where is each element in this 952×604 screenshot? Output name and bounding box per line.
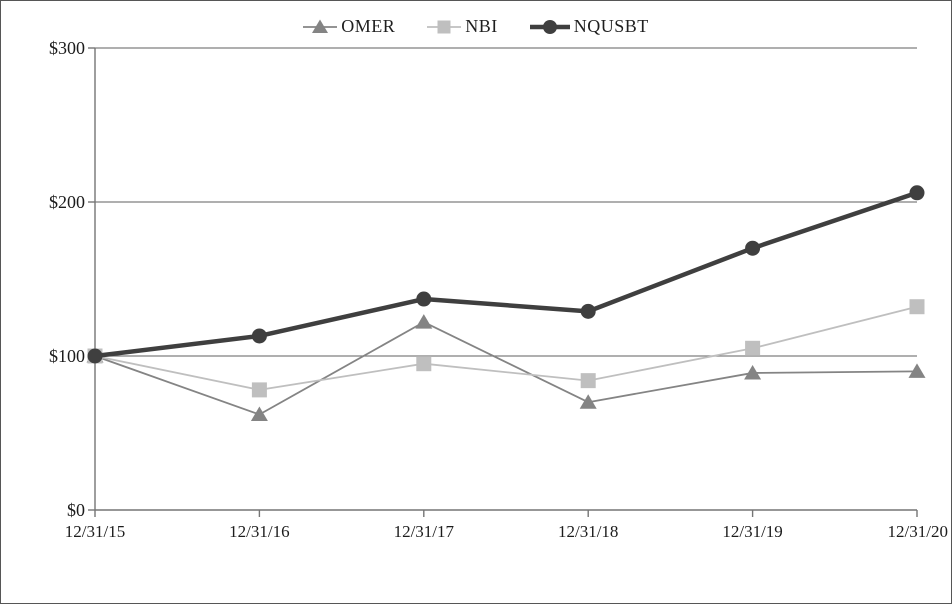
legend-item-nqusbt: NQUSBT	[529, 16, 649, 37]
omer-triangle-marker-icon	[303, 18, 338, 36]
series-omer-point-2	[415, 314, 433, 329]
series-nbi-point-4	[745, 340, 761, 356]
series-omer-point-4	[744, 364, 762, 380]
series-omer-point-5	[908, 363, 926, 378]
legend-label-nbi: NBI	[465, 16, 498, 36]
series-nbi-point-1	[251, 382, 267, 398]
legend-label-omer: OMER	[341, 16, 396, 36]
series-omer-point-3	[579, 394, 597, 409]
series-nqusbt-point-5	[909, 185, 925, 201]
x-tick-label-1: 12/31/16	[229, 522, 289, 541]
series-nqusbt-point-4	[745, 240, 761, 256]
series-nqusbt-point-2	[416, 291, 432, 307]
y-tick-label-200: $200	[49, 192, 85, 212]
series-omer-point-1	[250, 406, 268, 422]
series-nqusbt-point-0	[87, 348, 103, 364]
nbi-legend-glyph	[427, 20, 462, 33]
omer-legend-glyph	[303, 19, 338, 33]
legend-item-omer: OMER	[303, 16, 395, 37]
x-tick-label-0: 12/31/15	[65, 522, 125, 541]
y-tick-label-0: $0	[67, 500, 85, 520]
y-tick-label-100: $100	[49, 346, 85, 366]
nqusbt-circle-marker-icon	[529, 18, 570, 36]
nqusbt-legend-glyph	[529, 19, 570, 34]
legend-label-nqusbt: NQUSBT	[573, 16, 649, 36]
y-tick-label-300: $300	[49, 38, 85, 58]
x-tick-label-4: 12/31/19	[722, 522, 782, 541]
series-nqusbt-point-3	[580, 303, 596, 319]
x-tick-label-3: 12/31/18	[558, 522, 618, 541]
x-tick-label-5: 12/31/20	[888, 522, 948, 541]
x-tick-label-2: 12/31/17	[394, 522, 455, 541]
nbi-square-marker-icon	[427, 18, 462, 36]
series-nbi-line	[94, 305, 918, 391]
chart-legend: OMER NBI NQUSBT	[1, 16, 951, 37]
series-nqusbt-line	[94, 190, 918, 359]
series-nbi-point-3	[580, 373, 596, 389]
series-nbi-point-5	[909, 299, 925, 315]
series-nbi-point-2	[416, 356, 432, 372]
series-nqusbt-point-1	[251, 328, 267, 344]
series-omer-line	[94, 321, 918, 416]
legend-item-nbi: NBI	[427, 16, 498, 37]
